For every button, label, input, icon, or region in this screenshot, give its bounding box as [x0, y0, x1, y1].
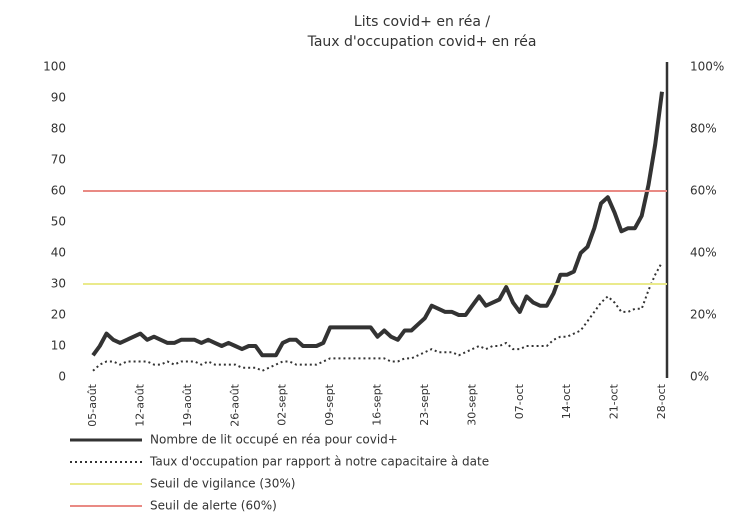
legend-label: Seuil de vigilance (30%)	[150, 477, 295, 491]
legend-label: Seuil de alerte (60%)	[150, 499, 277, 513]
y-tick-label: 50	[51, 215, 66, 229]
y-tick-label: 80	[51, 122, 66, 136]
y-tick-label: 0	[58, 370, 66, 384]
y2-tick-label: 80%	[690, 122, 717, 136]
y-tick-label: 60	[51, 184, 66, 198]
x-tick-label: 07-oct	[513, 383, 526, 419]
x-tick-label: 21-oct	[608, 383, 621, 419]
y-tick-label: 90	[51, 91, 66, 105]
x-tick-label: 16-sept	[371, 383, 384, 425]
x-tick-label: 05-août	[86, 383, 99, 426]
y-tick-label: 70	[51, 153, 66, 167]
y2-tick-label: 100%	[690, 60, 724, 74]
chart-title: Taux d'occupation covid+ en réa	[307, 34, 537, 50]
x-tick-label: 09-sept	[323, 383, 336, 425]
x-tick-label: 12-août	[133, 383, 146, 426]
y2-tick-label: 40%	[690, 246, 717, 260]
y2-tick-label: 20%	[690, 308, 717, 322]
x-tick-label: 30-sept	[465, 383, 478, 425]
y2-tick-label: 0%	[690, 370, 709, 384]
y-tick-label: 40	[51, 246, 66, 260]
x-tick-label: 19-août	[181, 383, 194, 426]
x-tick-label: 14-oct	[560, 383, 573, 419]
legend-label: Taux d'occupation par rapport à notre ca…	[149, 455, 489, 469]
x-tick-label: 28-oct	[655, 383, 668, 419]
y-tick-label: 100	[43, 60, 66, 74]
x-tick-label: 26-août	[228, 383, 241, 426]
y-tick-label: 20	[51, 308, 66, 322]
x-tick-label: 23-sept	[418, 383, 431, 425]
y-tick-label: 30	[51, 277, 66, 291]
x-tick-label: 02-sept	[276, 383, 289, 425]
y-tick-label: 10	[51, 339, 66, 353]
data-line	[92, 261, 663, 372]
data-line	[91, 91, 664, 358]
y2-tick-label: 60%	[690, 184, 717, 198]
legend-label: Nombre de lit occupé en réa pour covid+	[150, 433, 398, 447]
chart-title: Lits covid+ en réa /	[354, 14, 490, 30]
